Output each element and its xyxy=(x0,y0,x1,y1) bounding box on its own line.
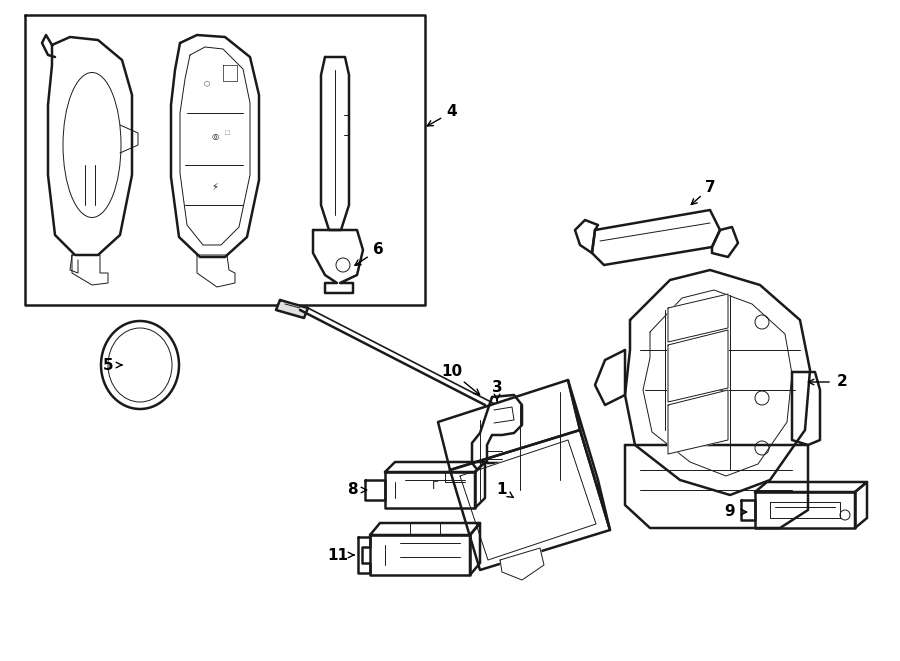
Text: 6: 6 xyxy=(373,243,383,258)
Polygon shape xyxy=(568,380,610,530)
Text: 11: 11 xyxy=(328,547,348,563)
Polygon shape xyxy=(385,472,475,508)
Polygon shape xyxy=(197,255,235,287)
Text: ◎: ◎ xyxy=(212,132,219,141)
Polygon shape xyxy=(592,210,720,265)
Polygon shape xyxy=(712,227,738,257)
Polygon shape xyxy=(625,445,808,528)
Polygon shape xyxy=(276,300,308,318)
Text: 2: 2 xyxy=(837,375,848,389)
Polygon shape xyxy=(25,15,425,305)
Polygon shape xyxy=(223,65,237,81)
Ellipse shape xyxy=(336,258,350,272)
Polygon shape xyxy=(595,350,625,405)
Polygon shape xyxy=(385,462,485,472)
Polygon shape xyxy=(171,35,259,257)
Text: ⬡: ⬡ xyxy=(204,80,210,86)
Text: ⚡: ⚡ xyxy=(212,182,219,192)
Polygon shape xyxy=(370,535,470,575)
Polygon shape xyxy=(450,430,610,570)
Text: 7: 7 xyxy=(705,180,716,196)
Polygon shape xyxy=(370,523,480,535)
Text: 4: 4 xyxy=(446,104,457,120)
Text: 5: 5 xyxy=(103,358,113,373)
Polygon shape xyxy=(668,390,728,454)
Polygon shape xyxy=(321,57,349,230)
Polygon shape xyxy=(625,270,810,495)
Polygon shape xyxy=(755,492,855,528)
Text: 3: 3 xyxy=(491,381,502,395)
Polygon shape xyxy=(460,440,596,560)
Polygon shape xyxy=(313,230,363,293)
Polygon shape xyxy=(470,523,480,575)
Polygon shape xyxy=(575,220,598,253)
Polygon shape xyxy=(365,480,385,500)
Polygon shape xyxy=(438,380,580,470)
Text: Γ: Γ xyxy=(432,481,438,491)
Polygon shape xyxy=(48,37,132,255)
Text: 10: 10 xyxy=(441,364,463,379)
Polygon shape xyxy=(72,255,108,285)
Text: 8: 8 xyxy=(346,483,357,498)
Polygon shape xyxy=(358,537,370,573)
Polygon shape xyxy=(500,548,544,580)
Text: 1: 1 xyxy=(497,483,508,498)
Polygon shape xyxy=(472,395,522,473)
Polygon shape xyxy=(668,294,728,342)
Polygon shape xyxy=(855,482,867,528)
Polygon shape xyxy=(668,330,728,402)
Ellipse shape xyxy=(101,321,179,409)
Text: ⬚: ⬚ xyxy=(224,130,230,136)
Polygon shape xyxy=(741,500,755,520)
Polygon shape xyxy=(792,372,820,445)
Polygon shape xyxy=(755,482,867,492)
Text: 9: 9 xyxy=(724,504,735,520)
Polygon shape xyxy=(475,462,485,508)
Ellipse shape xyxy=(63,73,121,217)
Polygon shape xyxy=(180,47,250,245)
Polygon shape xyxy=(643,290,792,476)
